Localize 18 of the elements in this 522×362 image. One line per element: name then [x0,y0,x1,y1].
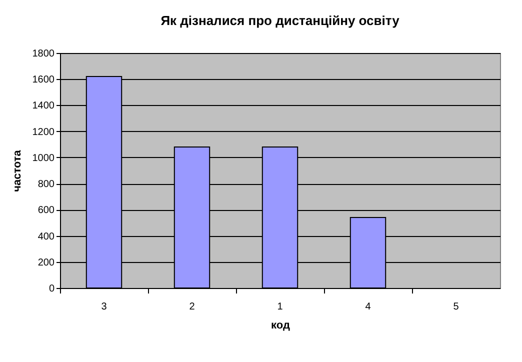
y-tick-label: 1400 [32,100,55,112]
y-tick-label: 600 [38,205,55,216]
x-tick-label: 5 [453,302,460,312]
x-tick-label: 4 [365,302,372,312]
y-tick-label: 1800 [32,48,55,60]
x-tick-label: 3 [101,302,108,312]
y-tick-label: 400 [38,231,55,242]
y-tick-label: 1000 [32,152,55,164]
y-tick-label: 0 [48,284,55,294]
y-axis-title: частота [11,149,24,192]
x-tick-label: 2 [189,302,196,312]
chart-title: Як дізналися про дистанційну освіту [160,13,400,28]
y-tick-label: 1200 [32,126,55,138]
x-axis-title: код [271,320,290,332]
y-tick-label: 200 [38,257,55,268]
y-tick-label: 800 [38,179,55,190]
y-tick-label: 1600 [32,74,55,86]
x-tick-label: 1 [277,302,284,312]
